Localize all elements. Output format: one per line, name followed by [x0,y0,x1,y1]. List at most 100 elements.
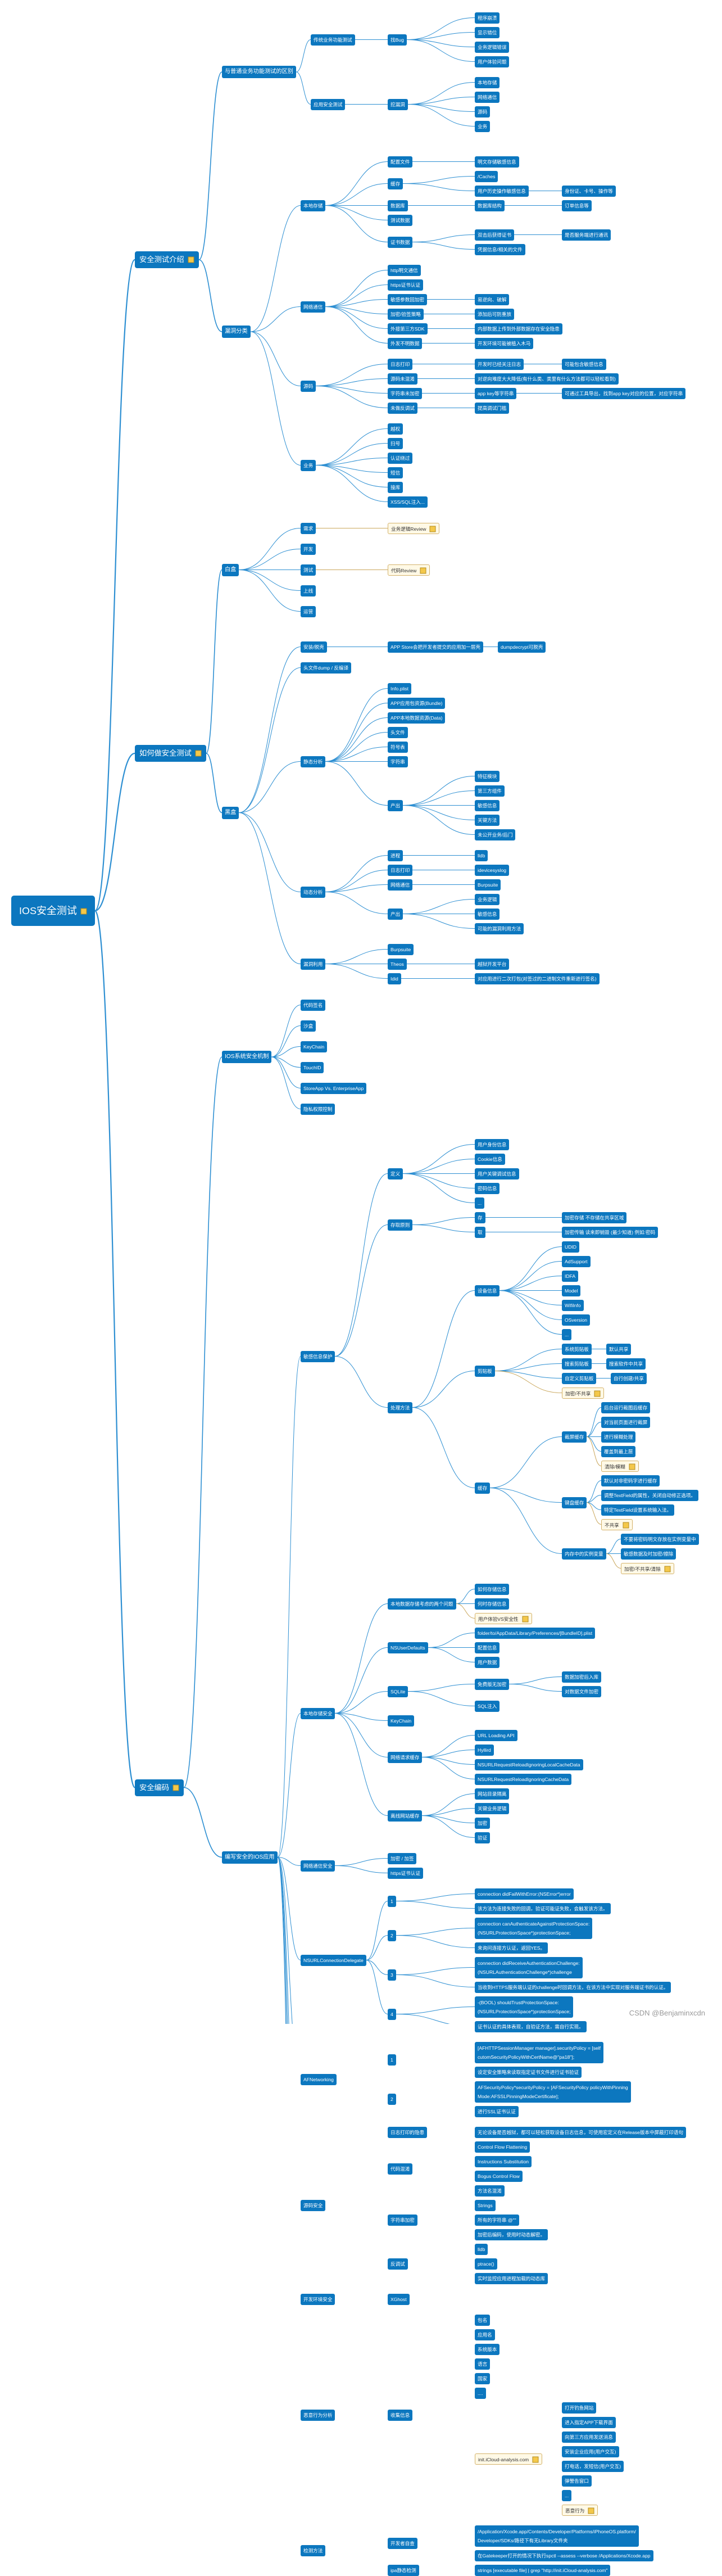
topic-node[interactable]: 代码混淆 [388,2163,413,2175]
topic-node[interactable]: 设备信息 [475,1285,500,1296]
topic-node[interactable]: 打开钓鱼网站 [562,2402,597,2414]
topic-node[interactable]: 方法名混淆 [475,2185,505,2197]
note-callout[interactable]: 加密/不共享/清除 [621,1562,674,1574]
topic-node[interactable]: 符号表 [388,741,408,753]
topic-node[interactable]: 配置信息 [475,1642,500,1653]
topic-node[interactable]: AFSecurityPolicy*securityPolicy = [AFSec… [475,2081,631,2103]
topic-node[interactable]: 字符串 [388,756,408,767]
topic-node[interactable]: 短信 [388,467,403,478]
topic-node[interactable]: folder/to/AppData/Library/Preferences/[B… [475,1627,596,1639]
topic-node[interactable]: 字符串加密 [388,2214,417,2226]
topic-node[interactable]: https证书认证 [388,1867,423,1879]
topic-node[interactable]: 显示错位 [475,26,500,38]
topic-node[interactable]: 进行SSL证书认证 [475,2105,519,2117]
topic-node[interactable]: 对逆向难度大大降低(有什么类、类里有什么方法都可以轻松看到) [475,373,619,385]
topic-node[interactable]: ... [475,1197,485,1209]
topic-node[interactable]: dumpdecrypt可脱壳 [498,641,546,653]
topic-node[interactable]: 密码信息 [475,1182,500,1194]
topic-node[interactable]: 敏感参数回加密 [388,293,428,305]
topic-node[interactable]: 所有的字符串 @"" [475,2214,519,2226]
topic-node[interactable]: 本地存储安全 [301,1707,335,1719]
topic-node[interactable]: APP本地数据资源(Data) [388,712,446,724]
topic-node[interactable]: 开发环境安全 [301,2293,335,2305]
topic-node[interactable]: 加密传输 读来即销毁 (最少知道) 例如:密码 [562,1226,659,1238]
topic-node[interactable]: SQL注入 [475,1700,500,1712]
topic-node[interactable]: 用户身份信息 [475,1138,510,1150]
topic-node[interactable]: 进行模糊处理 [601,1431,636,1443]
topic-node[interactable]: 默认共享 [606,1343,632,1355]
topic-node[interactable]: 加密后编码，使用时动态解密。 [475,2229,548,2240]
topic-node[interactable]: connection canAuthenticateAgainstProtect… [475,1917,593,1939]
topic-node[interactable]: 明文存储敏感信息 [475,156,519,168]
topic-node[interactable]: 包名 [475,2314,491,2326]
topic-node[interactable]: 证书认证的具体表现，自验证方法，需自行实现。 [475,2021,587,2032]
topic-node[interactable]: 开发 [301,543,316,555]
topic-node[interactable]: 收集信息 [388,2409,413,2421]
topic-node[interactable]: 取 [475,1226,485,1238]
topic-node[interactable]: 加密存储 不存储在共享区域 [562,1212,627,1223]
topic-node[interactable]: Control Flow Flattening [475,2141,530,2153]
topic-node[interactable]: 安装/脱壳 [301,641,327,653]
topic-node[interactable]: 越权 [388,423,403,435]
topic-node[interactable]: 本地存储 [301,200,326,211]
topic-node[interactable]: 双击后获得证书 [475,229,515,241]
topic-node[interactable]: 截屏缓存 [562,1431,587,1443]
topic-node[interactable]: 用户历史操作敏感信息 [475,185,529,197]
topic-node[interactable]: XGhost [388,2293,410,2305]
topic-node[interactable]: Model [562,1285,581,1296]
topic-node[interactable]: 开发时已经关注日志 [475,358,524,370]
topic-node[interactable]: 设定安全策略来读取指定证书文件进行证书验证 [475,2066,582,2078]
topic-node[interactable]: app key等字符串 [475,387,517,399]
topic-node[interactable]: 程序崩溃 [475,12,500,24]
topic-node[interactable]: 源码 [301,380,316,392]
topic-node[interactable]: [AFHTTPSessionManager manager].securityP… [475,2041,604,2063]
topic-node[interactable]: Info.plist [388,683,411,694]
topic-node[interactable]: 调整TextField的属性，关闭自动修正选项。 [601,1489,698,1501]
topic-node[interactable]: 易逆向、破解 [475,293,510,305]
topic-node[interactable]: 是否服务端进行通讯 [562,229,611,241]
topic-node[interactable]: OSversion [562,1314,591,1326]
topic-node[interactable]: NSURLRequestReloadIgnoringCacheData [475,1773,572,1785]
topic-node[interactable]: 何时存储信息 [475,1598,510,1610]
note-callout[interactable]: 业务逻辑Review [388,522,440,534]
topic-node[interactable]: 系统版本 [475,2343,500,2355]
topic-node[interactable]: 敏感数据及时加密/擦除 [621,1548,676,1560]
topic-node[interactable]: 安全测试介绍 [135,251,199,268]
topic-node[interactable]: 开发者自查 [388,2537,417,2549]
topic-node[interactable]: 网络通信 [475,91,500,103]
topic-node[interactable]: 覆盖到最上层 [601,1445,636,1457]
topic-node[interactable]: 数据库结构 [475,200,505,211]
topic-node[interactable]: Hyllird [475,1744,494,1756]
topic-node[interactable]: 可能的漏洞利用方法 [475,923,524,934]
topic-node[interactable]: connection didReceiveAuthenticationChall… [475,1956,583,1978]
topic-node[interactable]: /Caches [475,170,498,182]
topic-node[interactable]: 恶意行为分析 [301,2409,335,2421]
topic-node[interactable]: 对数据文件加密 [562,1685,602,1697]
topic-node[interactable]: 可通过工具导出，找到app key对应的位置，对应字符串 [562,387,686,399]
topic-node[interactable]: 缓存 [388,178,403,189]
topic-node[interactable]: 对当前页面进行截屏 [601,1416,651,1428]
topic-node[interactable]: 传统业务功能测试 [311,34,355,46]
topic-node[interactable]: XSS/SQL注入... [388,496,428,508]
topic-node[interactable]: 证书数据 [388,236,413,248]
topic-node[interactable]: 无论设备是否越狱，都可以轻松获取设备日志信息，可使用宏定义在Release版本中… [475,2126,687,2138]
topic-node[interactable]: 加密 / 加签 [388,1852,417,1864]
topic-node[interactable]: 关键方法 [475,814,500,826]
topic-node[interactable]: KeyChain [388,1715,415,1727]
topic-node[interactable]: Strings [475,2199,496,2211]
topic-node[interactable]: 上线 [301,585,316,596]
topic-node[interactable]: 敏感信息保护 [301,1350,335,1362]
topic-node[interactable]: UDID [562,1241,579,1253]
topic-node[interactable]: 缓存 [475,1482,491,1494]
topic-node[interactable]: 后台运行截图后缓存 [601,1402,651,1413]
topic-node[interactable]: idevicesyslog [475,864,510,876]
topic-node[interactable]: 业务逻辑错误 [475,41,510,53]
topic-node[interactable]: 反调试 [388,2258,408,2270]
topic-node[interactable]: 字符串未加密 [388,387,423,399]
topic-node[interactable]: 日志打印的隐患 [388,2126,428,2138]
note-callout[interactable]: 用户体验VS安全性 [475,1612,532,1624]
topic-node[interactable]: 撞库 [388,481,403,493]
note-callout[interactable]: 清除/模糊 [601,1460,639,1472]
topic-node[interactable]: WifiInfo [562,1299,584,1311]
topic-node[interactable]: 网络通信安全 [301,1860,335,1872]
